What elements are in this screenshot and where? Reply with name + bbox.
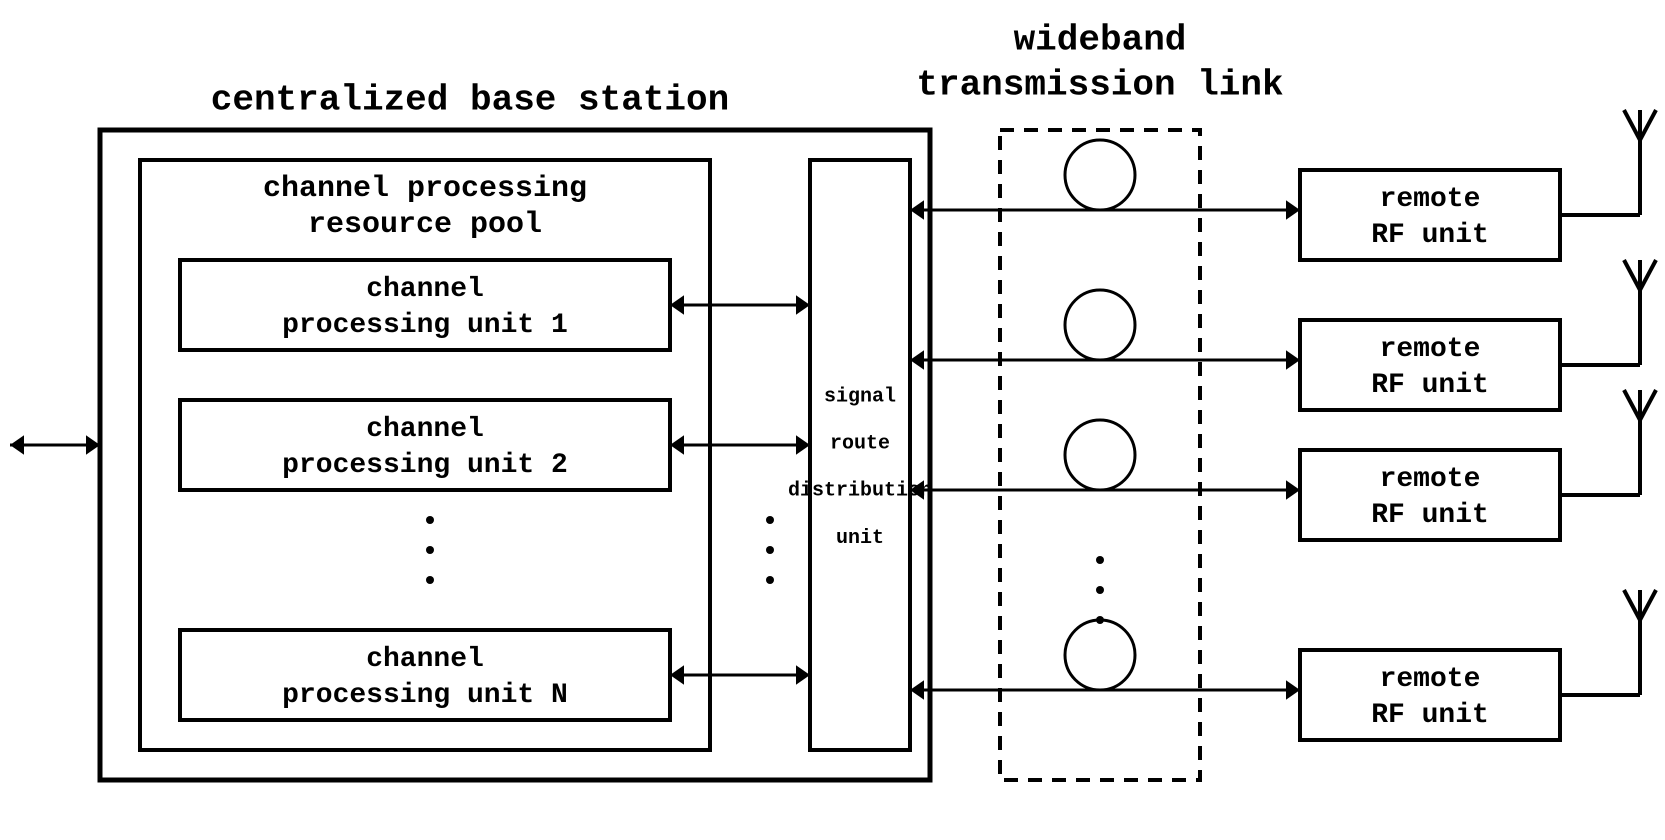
rf-3-l2: RF unit: [1371, 700, 1489, 731]
rf-1-l1: remote: [1380, 334, 1481, 365]
sru-l2: route: [830, 432, 890, 455]
rf-0-l2: RF unit: [1371, 220, 1489, 251]
rf-3-l1: remote: [1380, 664, 1481, 695]
rf-2-l2: RF unit: [1371, 500, 1489, 531]
sru-l4: unit: [836, 527, 884, 550]
title-cbs: centralized base station: [211, 80, 729, 121]
title-wtl-1: wideband: [1014, 20, 1187, 61]
rf-0-l1: remote: [1380, 184, 1481, 215]
cpu-2-l1: channel: [366, 644, 484, 675]
cpu-2-l2: processing unit N: [282, 680, 568, 711]
pool-title-2: resource pool: [308, 208, 542, 242]
title-wtl-2: transmission link: [916, 65, 1283, 106]
cpu-1-l1: channel: [366, 414, 484, 445]
pool-title-1: channel processing: [263, 172, 587, 206]
rf-2-l1: remote: [1380, 464, 1481, 495]
cpu-1-l2: processing unit 2: [282, 450, 568, 481]
cpu-0-l1: channel: [366, 274, 484, 305]
cpu-0-l2: processing unit 1: [282, 310, 568, 341]
wtl-frame: [1000, 130, 1200, 780]
sru-l1: signal: [824, 385, 896, 408]
rf-1-l2: RF unit: [1371, 370, 1489, 401]
